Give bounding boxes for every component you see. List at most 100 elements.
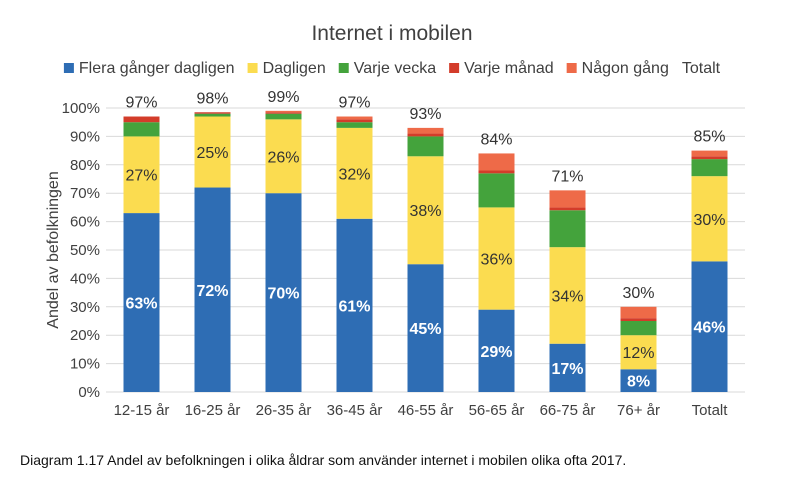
legend-label-3: Varje månad — [464, 59, 554, 77]
y-tick-label: 40% — [70, 270, 100, 287]
total-label: 98% — [196, 90, 228, 107]
bar-segment-1 — [123, 136, 160, 214]
x-tick-label: 36-45 år — [327, 402, 383, 419]
bar-segment-0 — [123, 213, 160, 392]
bar-segment-2 — [549, 210, 586, 248]
y-tick-label: 30% — [70, 299, 100, 316]
y-tick-label: 0% — [78, 384, 100, 401]
bar-segment-3 — [407, 133, 444, 137]
y-axis-label: Andel av befolkningen — [45, 171, 62, 328]
bar-segment-1 — [620, 335, 657, 370]
bar-segment-4 — [691, 150, 728, 157]
total-label: 85% — [693, 129, 725, 146]
y-tick-label: 80% — [70, 157, 100, 174]
total-label: 84% — [480, 131, 512, 148]
total-label: 93% — [409, 106, 441, 123]
legend-swatch-3 — [449, 63, 460, 73]
y-tick-label: 10% — [70, 356, 100, 373]
bar-segment-4 — [407, 127, 444, 134]
y-tick-label: 70% — [70, 185, 100, 202]
data-label: 34% — [551, 288, 583, 305]
data-label: 70% — [267, 286, 299, 303]
bar-segment-0 — [407, 264, 444, 392]
bar-segment-1 — [691, 176, 728, 262]
legend-swatch-1 — [247, 63, 258, 73]
total-label: 99% — [267, 89, 299, 106]
data-label: 12% — [622, 345, 654, 362]
x-tick-label: 12-15 år — [114, 402, 170, 419]
y-tick-label: 90% — [70, 128, 100, 145]
bar-segment-0 — [620, 369, 657, 392]
data-label: 25% — [196, 145, 228, 162]
bar-segment-3 — [194, 112, 231, 114]
bar-segment-2 — [123, 122, 160, 137]
bar-segment-3 — [478, 170, 515, 174]
legend-swatch-0 — [63, 63, 74, 73]
legend-swatch-2 — [338, 63, 349, 73]
total-label: 30% — [622, 285, 654, 302]
data-label: 32% — [338, 166, 370, 183]
bar-segment-4 — [478, 153, 515, 171]
bar-segment-1 — [407, 156, 444, 265]
bar-segment-2 — [407, 136, 444, 157]
bar-segment-3 — [336, 119, 373, 123]
legend-label-1: Dagligen — [263, 60, 326, 77]
bar-segment-2 — [265, 113, 302, 120]
bar-segment-3 — [691, 156, 728, 160]
bar-segment-0 — [265, 193, 302, 392]
bar-segment-3 — [123, 116, 160, 123]
x-tick-label: 66-75 år — [540, 402, 596, 419]
y-tick-label: 20% — [70, 327, 100, 344]
bar-segment-2 — [478, 173, 515, 208]
data-label: 17% — [551, 361, 583, 378]
bar-segment-2 — [620, 321, 657, 336]
data-label: 26% — [267, 149, 299, 166]
data-label: 45% — [409, 321, 441, 338]
bar-segment-1 — [194, 116, 231, 188]
data-label: 38% — [409, 203, 441, 220]
total-label: 97% — [338, 95, 370, 112]
bar-segment-0 — [336, 218, 373, 392]
bar-segment-4 — [336, 116, 373, 120]
x-tick-label: Totalt — [692, 402, 729, 419]
bar-segment-1 — [549, 247, 586, 344]
data-label: 30% — [693, 212, 725, 229]
x-tick-label: 76+ år — [617, 402, 660, 419]
stacked-bar-chart: Internet i mobilen Flera gånger dagligen D… — [45, 22, 745, 419]
bar-segment-0 — [478, 309, 515, 392]
data-label: 27% — [125, 168, 157, 185]
data-label: 36% — [480, 252, 512, 269]
data-label: 46% — [693, 320, 725, 337]
total-label: 71% — [551, 168, 583, 185]
bar-segment-2 — [691, 159, 728, 177]
bar-segment-4 — [620, 306, 657, 319]
bar-segment-2 — [194, 113, 231, 117]
total-label: 97% — [125, 95, 157, 112]
bar-segment-0 — [691, 261, 728, 392]
bar-segment-1 — [478, 207, 515, 310]
bar-segment-0 — [549, 343, 586, 392]
bar-segment-1 — [265, 119, 302, 194]
x-tick-label: 46-55 år — [398, 402, 454, 419]
y-tick-label: 60% — [70, 214, 100, 231]
legend-label-5: Totalt — [682, 60, 721, 77]
figure-caption: Diagram 1.17 Andel av befolkningen i oli… — [20, 452, 627, 468]
x-tick-label: 56-65 år — [469, 402, 525, 419]
x-tick-label: 16-25 år — [185, 402, 241, 419]
bar-segment-1 — [336, 127, 373, 219]
bar-segment-3 — [549, 207, 586, 211]
y-tick-label: 50% — [70, 242, 100, 259]
legend-label-2: Varje vecka — [354, 60, 437, 77]
bar-segment-4 — [265, 110, 302, 113]
bar-segment-3 — [620, 318, 657, 321]
data-label: 63% — [125, 296, 157, 313]
data-label: 72% — [196, 283, 228, 300]
bar-segment-3 — [265, 112, 302, 114]
x-tick-label: 26-35 år — [256, 402, 312, 419]
legend-swatch-4 — [566, 63, 577, 73]
bar-segment-4 — [549, 190, 586, 208]
data-label: 61% — [338, 298, 370, 315]
y-tick-label: 100% — [62, 100, 100, 117]
legend-label-4: Någon gång — [582, 59, 669, 77]
